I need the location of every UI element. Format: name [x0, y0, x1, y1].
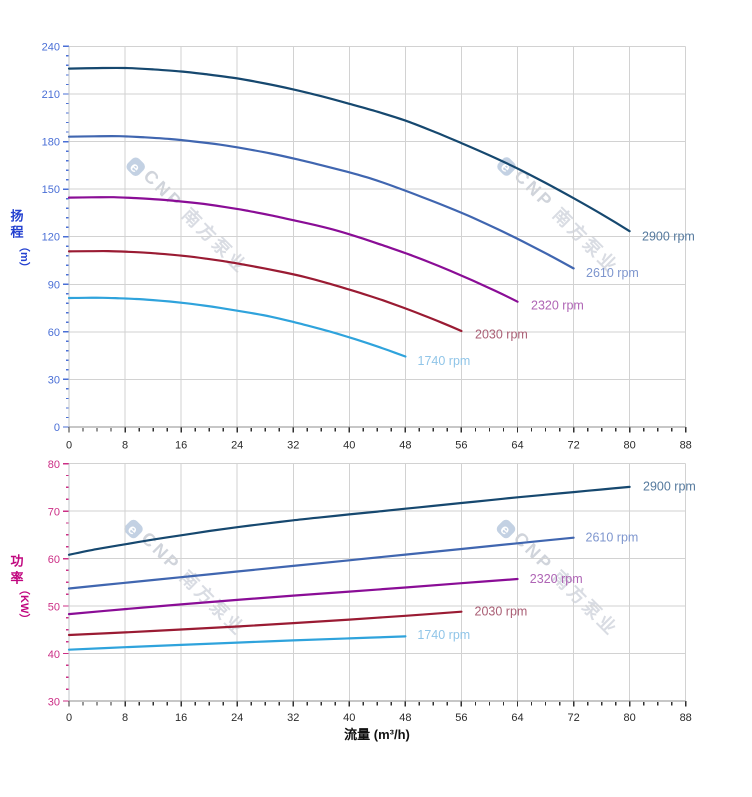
svg-text:1740 rpm: 1740 rpm — [417, 628, 470, 642]
svg-text:30: 30 — [48, 374, 60, 386]
svg-text:48: 48 — [399, 712, 411, 724]
svg-text:流量 (m³/h): 流量 (m³/h) — [344, 727, 410, 742]
svg-text:24: 24 — [231, 440, 243, 452]
svg-text:90: 90 — [48, 279, 60, 291]
svg-text:8: 8 — [122, 440, 128, 452]
svg-text:扬: 扬 — [10, 209, 23, 224]
svg-text:2610 rpm: 2610 rpm — [586, 266, 639, 280]
svg-text:64: 64 — [511, 440, 523, 452]
svg-text:60: 60 — [48, 554, 60, 566]
svg-text:48: 48 — [399, 440, 411, 452]
svg-text:180: 180 — [42, 137, 60, 149]
svg-text:88: 88 — [680, 440, 692, 452]
svg-text:0: 0 — [66, 440, 72, 452]
svg-text:80: 80 — [623, 440, 635, 452]
svg-text:56: 56 — [455, 440, 467, 452]
svg-text:2320 rpm: 2320 rpm — [530, 572, 583, 586]
svg-text:88: 88 — [680, 712, 692, 724]
svg-text:60: 60 — [48, 327, 60, 339]
svg-text:30: 30 — [48, 697, 60, 709]
svg-text:（m）: （m） — [18, 241, 31, 273]
svg-text:240: 240 — [42, 41, 60, 53]
svg-text:1740 rpm: 1740 rpm — [418, 354, 471, 368]
svg-text:70: 70 — [48, 507, 60, 519]
svg-text:72: 72 — [567, 712, 579, 724]
svg-text:16: 16 — [175, 440, 187, 452]
svg-text:率: 率 — [10, 571, 23, 586]
svg-text:24: 24 — [231, 712, 243, 724]
svg-text:0: 0 — [66, 712, 72, 724]
svg-text:32: 32 — [287, 440, 299, 452]
svg-text:32: 32 — [287, 712, 299, 724]
svg-text:50: 50 — [48, 602, 60, 614]
svg-text:150: 150 — [42, 184, 60, 196]
svg-text:2030 rpm: 2030 rpm — [475, 328, 528, 342]
svg-text:80: 80 — [623, 712, 635, 724]
svg-text:8: 8 — [122, 712, 128, 724]
svg-text:2320 rpm: 2320 rpm — [531, 299, 584, 313]
svg-text:72: 72 — [567, 440, 579, 452]
svg-text:210: 210 — [42, 89, 60, 101]
svg-text:80: 80 — [48, 459, 60, 471]
svg-text:56: 56 — [455, 712, 467, 724]
svg-text:2610 rpm: 2610 rpm — [586, 531, 639, 545]
svg-text:2030 rpm: 2030 rpm — [475, 605, 528, 619]
svg-text:16: 16 — [175, 712, 187, 724]
svg-text:120: 120 — [42, 232, 60, 244]
svg-text:（KW）: （KW） — [18, 584, 31, 624]
svg-text:40: 40 — [343, 712, 355, 724]
svg-text:2900 rpm: 2900 rpm — [642, 230, 695, 244]
svg-text:程: 程 — [10, 225, 23, 240]
svg-text:40: 40 — [48, 649, 60, 661]
svg-text:功: 功 — [10, 554, 23, 569]
svg-text:0: 0 — [54, 422, 60, 434]
svg-text:40: 40 — [343, 440, 355, 452]
svg-text:64: 64 — [511, 712, 523, 724]
svg-text:2900 rpm: 2900 rpm — [643, 480, 696, 494]
